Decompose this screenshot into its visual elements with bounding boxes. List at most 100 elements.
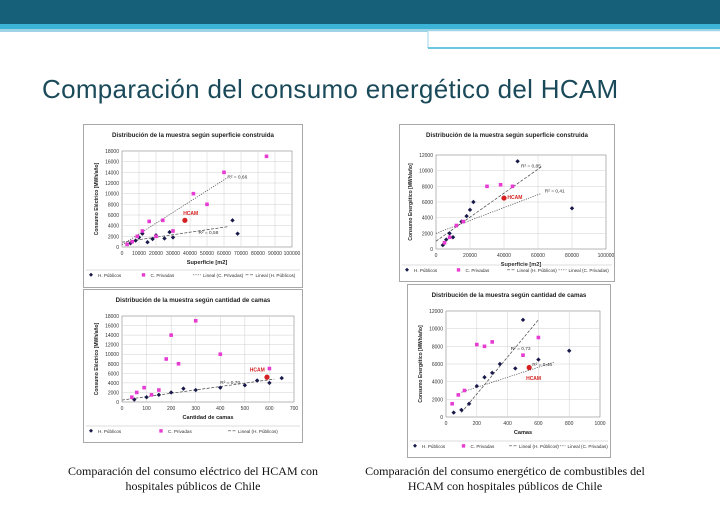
- legend-label: C. Privadas: [471, 444, 495, 449]
- chart-electric-surface-svg: Distribución de la muestra según superfi…: [86, 132, 301, 278]
- x-tick-label: 20000: [149, 251, 163, 257]
- y-axis-label: Consumo Energético [MWh/año]: [408, 163, 414, 241]
- legend-label: H. Públicos: [98, 273, 122, 278]
- y-tick-label: 6000: [108, 371, 119, 377]
- x-axis-label: Superficie [m2]: [187, 260, 228, 266]
- point-privadas: [447, 235, 452, 240]
- legend-label: H. Públicos: [422, 444, 446, 449]
- y-tick-label: 8000: [108, 362, 119, 368]
- trendline: [461, 361, 554, 393]
- point-privadas: [461, 219, 465, 224]
- point-hcam: [264, 374, 270, 380]
- point-publicos: [520, 317, 526, 323]
- legend-marker-privadas: [159, 429, 163, 433]
- y-tick-label: 16000: [105, 324, 119, 330]
- r2-label: R² = 0,58: [199, 230, 219, 236]
- legend-label: Lineal (H. Públicos): [517, 268, 557, 273]
- legend-label: Lineal (H. Públicos): [256, 273, 296, 278]
- x-tick-label: 1000: [594, 421, 605, 427]
- y-axis-label: Consumo Eléctrico [MWh/año]: [94, 322, 100, 395]
- point-privadas: [490, 340, 494, 344]
- header-lines: [427, 31, 720, 49]
- point-publicos: [474, 383, 479, 389]
- x-tick-label: 30000: [166, 251, 180, 257]
- x-axis-label: Cantidad de camas: [183, 415, 234, 421]
- y-tick-label: 10000: [105, 192, 119, 198]
- y-tick-label: 12000: [419, 153, 433, 159]
- y-tick-label: 8000: [108, 202, 119, 208]
- point-publicos: [482, 375, 487, 380]
- header-band: [0, 0, 720, 24]
- y-tick-label: 0: [430, 247, 433, 253]
- legend-label: Lineal (C. Privadas): [568, 444, 609, 449]
- point-privadas: [264, 154, 269, 159]
- point-publicos: [466, 401, 472, 406]
- x-tick-label: 500: [241, 406, 250, 412]
- x-tick-label: 700: [290, 406, 299, 412]
- hcam-label: HCAM: [250, 367, 265, 373]
- y-tick-label: 18000: [105, 149, 119, 155]
- legend-label: Lineal (C. Privadas): [203, 273, 244, 278]
- point-publicos: [242, 383, 248, 388]
- point-privadas: [222, 170, 226, 175]
- y-tick-label: 12000: [105, 343, 119, 349]
- point-publicos: [451, 410, 456, 415]
- point-privadas: [142, 385, 146, 390]
- x-tick-label: 80000: [251, 251, 265, 257]
- point-privadas: [510, 184, 515, 189]
- point-privadas: [456, 393, 461, 397]
- legend-label: C. Privadas: [466, 268, 490, 273]
- hcam-label: HCAM: [507, 195, 522, 201]
- x-tick-label: 60000: [217, 251, 231, 257]
- x-tick-label: 400: [216, 406, 225, 412]
- point-privadas: [130, 395, 134, 400]
- point-privadas: [134, 390, 139, 395]
- chart-title: Distribución de la muestra según superfi…: [112, 132, 275, 139]
- point-privadas: [218, 352, 223, 357]
- x-tick-label: 400: [503, 421, 512, 427]
- point-publicos: [464, 213, 469, 219]
- x-tick-label: 100: [142, 406, 151, 412]
- trendline: [435, 193, 542, 234]
- x-tick-label: 800: [565, 421, 574, 427]
- point-privadas: [125, 242, 129, 247]
- x-tick-label: 200: [167, 406, 176, 412]
- point-privadas: [485, 184, 489, 189]
- point-publicos: [279, 375, 284, 381]
- x-tick-label: 600: [265, 406, 274, 412]
- point-privadas: [454, 223, 459, 228]
- hcam-label: HCAM: [183, 211, 198, 217]
- y-tick-label: 10000: [105, 352, 119, 358]
- point-publicos: [144, 395, 149, 400]
- chart-title: Distribución de la muestra según superfi…: [426, 132, 589, 139]
- chart-title: Distribución de la muestra según cantida…: [116, 297, 271, 304]
- x-tick-label: 200: [473, 421, 482, 427]
- point-privadas: [450, 401, 454, 406]
- y-tick-label: 2000: [108, 234, 119, 240]
- point-privadas: [482, 344, 487, 349]
- x-tick-label: 0: [121, 251, 124, 257]
- r2-label: R² = 0,85: [521, 164, 541, 170]
- point-privadas: [521, 353, 525, 357]
- chart-energy-surface-svg: Distribución de la muestra según superfi…: [402, 132, 615, 273]
- legend-label: Lineal (H. Públicos): [519, 444, 559, 449]
- r2-label: R² = 0,41: [545, 189, 565, 195]
- y-tick-label: 14000: [105, 333, 119, 339]
- caption-left: Comparación del consumo eléctrico del HC…: [68, 464, 318, 493]
- point-privadas: [176, 361, 181, 366]
- point-publicos: [490, 370, 495, 376]
- x-tick-label: 20000: [463, 253, 477, 259]
- legend-marker-publicos: [413, 443, 417, 448]
- r2-label: R² = 0,46: [532, 362, 552, 368]
- y-tick-label: 10000: [429, 327, 443, 333]
- point-publicos: [156, 392, 162, 398]
- legend-label: H. Públicos: [414, 268, 438, 273]
- x-tick-label: 10000: [132, 251, 146, 257]
- point-privadas: [536, 335, 541, 340]
- point-privadas: [161, 218, 165, 223]
- y-tick-label: 0: [116, 400, 119, 406]
- x-tick-label: 60000: [531, 253, 545, 259]
- chart-energy-surface: Distribución de la muestra según superfi…: [399, 124, 615, 282]
- point-publicos: [444, 237, 449, 242]
- point-publicos: [497, 361, 503, 367]
